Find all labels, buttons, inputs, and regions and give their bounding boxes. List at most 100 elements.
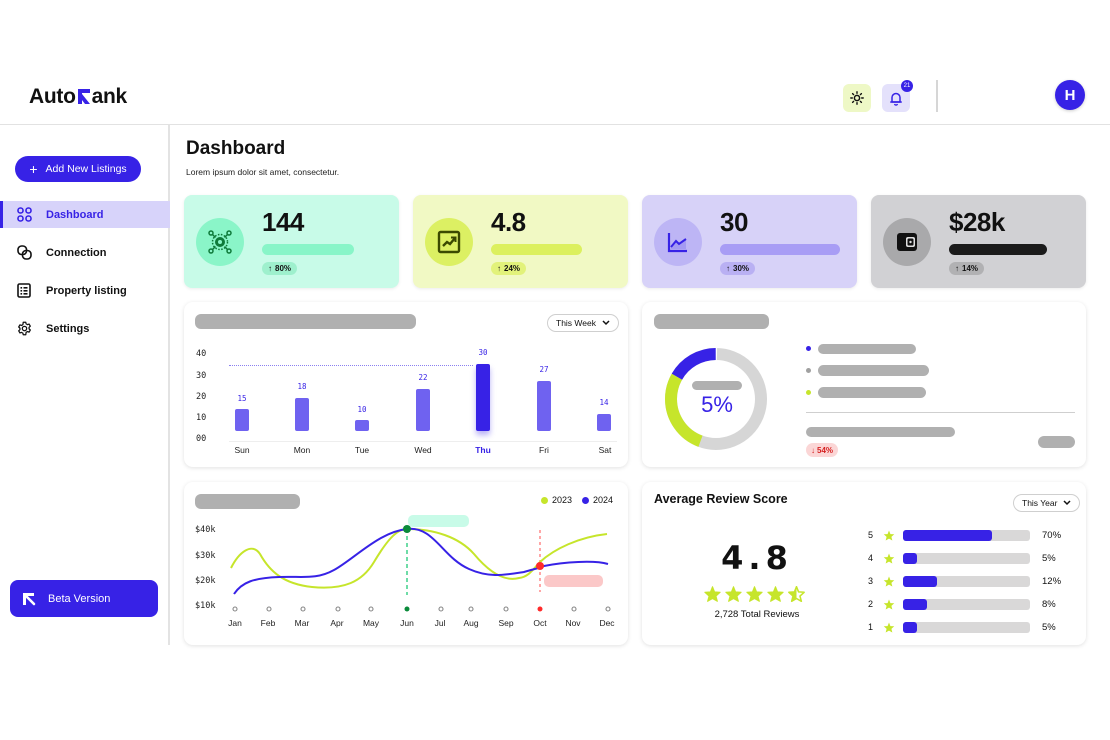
rating-percent: 5% (1042, 621, 1056, 633)
change-value: 54% (817, 445, 834, 455)
stat-change-value: 30% (733, 264, 750, 273)
stat-value: 30 (720, 207, 748, 237)
bar-tue[interactable] (355, 420, 369, 431)
average-score: 4.8 (721, 539, 793, 577)
tooltip-oct (544, 575, 603, 587)
trend-up-icon (425, 218, 473, 266)
x-tick: Fri (539, 445, 549, 455)
donut-chart (664, 347, 768, 451)
logo-accent-glyph (76, 85, 92, 108)
arrow-up-icon: ↑ (955, 264, 959, 273)
year-range-dropdown[interactable]: This Year (1013, 494, 1081, 512)
chart-title-placeholder (195, 494, 300, 509)
sun-icon (850, 91, 864, 105)
sidebar-item-label: Connection (46, 246, 107, 259)
bar-value-label: 27 (539, 365, 549, 374)
stat-change-badge: ↑ 24% (491, 262, 527, 275)
logo[interactable]: Auto ank (29, 85, 127, 109)
bar-value-label: 18 (297, 382, 307, 391)
revenue-line-chart-card: 2023 2024 $40k $30k $20k $10k (184, 482, 628, 645)
chart-title-placeholder (195, 314, 416, 329)
header-divider (936, 80, 938, 112)
rating-percent: 8% (1042, 598, 1056, 610)
legend-label-placeholder (818, 365, 929, 376)
sidebar-item-label: Settings (46, 322, 90, 335)
x-tick: Jan (228, 618, 242, 628)
wallet-icon (883, 218, 931, 266)
rating-percent: 5% (1042, 552, 1056, 564)
x-tick: Apr (330, 618, 344, 628)
bar-fri[interactable] (537, 381, 551, 431)
bar-wed[interactable] (416, 389, 430, 431)
y-tick: 40 (196, 349, 207, 359)
stat-change-value: 14% (962, 264, 979, 273)
sidebar-item-dashboard[interactable]: Dashboard (0, 201, 170, 228)
sidebar-item-connection[interactable]: Connection (0, 239, 170, 266)
stat-value: 144 (262, 207, 304, 237)
weekly-chart-card: This Week 40 30 20 10 00 15 18 10 22 30 … (184, 302, 628, 467)
rating-percent: 70% (1042, 529, 1062, 541)
bar-value-label: 14 (599, 398, 609, 407)
star-half-icon (788, 586, 805, 602)
beta-version-button[interactable]: Beta Version (10, 580, 158, 617)
chart-legend: 2023 2024 (541, 495, 613, 505)
bar-sun[interactable] (235, 409, 249, 431)
y-tick: $30k (195, 551, 216, 561)
sidebar-item-property-listing[interactable]: Property listing (0, 277, 170, 304)
donut-label-placeholder (692, 381, 742, 390)
rating-number: 2 (868, 599, 874, 609)
legend-dot (541, 496, 548, 504)
legend-label-placeholder (818, 344, 916, 354)
x-tick: Tue (354, 445, 370, 455)
sidebar-item-settings[interactable]: Settings (0, 315, 170, 342)
rating-bar-track (903, 552, 1030, 564)
stat-progress-bar (720, 244, 840, 255)
rating-bar-fill (903, 575, 938, 587)
star-icon (883, 575, 895, 587)
week-range-dropdown[interactable]: This Week (547, 314, 619, 332)
rating-bar-track (903, 621, 1030, 633)
stat-card-revenue[interactable]: $28k ↑ 14% (871, 195, 1086, 288)
y-tick: 10 (196, 413, 207, 423)
rating-percent: 12% (1042, 575, 1062, 587)
star-rating (704, 586, 805, 602)
y-tick: 30 (196, 371, 207, 381)
link-icon (16, 245, 32, 261)
beta-version-label: Beta Version (48, 592, 111, 605)
dropdown-label: This Week (556, 318, 596, 328)
add-new-listings-button[interactable]: + Add New Listings (15, 156, 141, 182)
stat-card-rating[interactable]: 4.8 ↑ 24% (413, 195, 628, 288)
total-reviews: 2,728 Total Reviews (714, 609, 800, 620)
legend-label-placeholder (818, 387, 926, 398)
rating-bar-fill (903, 529, 992, 541)
x-axis-line (229, 441, 617, 442)
rating-bar-track (903, 598, 1030, 610)
rating-bar-track (903, 575, 1030, 587)
arrow-up-icon: ↑ (497, 264, 501, 273)
rating-row-1: 1 5% (868, 620, 1078, 634)
network-gear-icon (196, 218, 244, 266)
stat-card-growth[interactable]: 30 ↑ 30% (642, 195, 857, 288)
rating-row-2: 2 8% (868, 597, 1078, 611)
bar-mon[interactable] (295, 398, 309, 431)
user-avatar[interactable]: H (1055, 80, 1085, 110)
theme-toggle-button[interactable] (843, 84, 871, 112)
donut-center-value: 5% (701, 392, 733, 417)
star-icon (883, 621, 895, 633)
legend-2023: 2023 (541, 495, 572, 505)
chevron-down-icon (1063, 500, 1071, 506)
x-tick: Dec (599, 618, 615, 628)
x-tick: May (362, 618, 380, 628)
rating-bar-track (903, 529, 1030, 541)
stat-card-connections[interactable]: 144 ↑ 80% (184, 195, 399, 288)
stat-value: $28k (949, 207, 1005, 237)
summary-value-placeholder (1038, 436, 1075, 448)
bar-value-label: 10 (357, 405, 367, 414)
notifications-button[interactable]: 21 (882, 80, 913, 112)
bar-sat[interactable] (597, 414, 611, 431)
rating-number: 5 (868, 530, 874, 540)
area-chart-icon (654, 218, 702, 266)
rating-bar-fill (903, 598, 928, 610)
x-tick: Jul (434, 618, 446, 628)
bar-thu[interactable] (476, 364, 490, 431)
